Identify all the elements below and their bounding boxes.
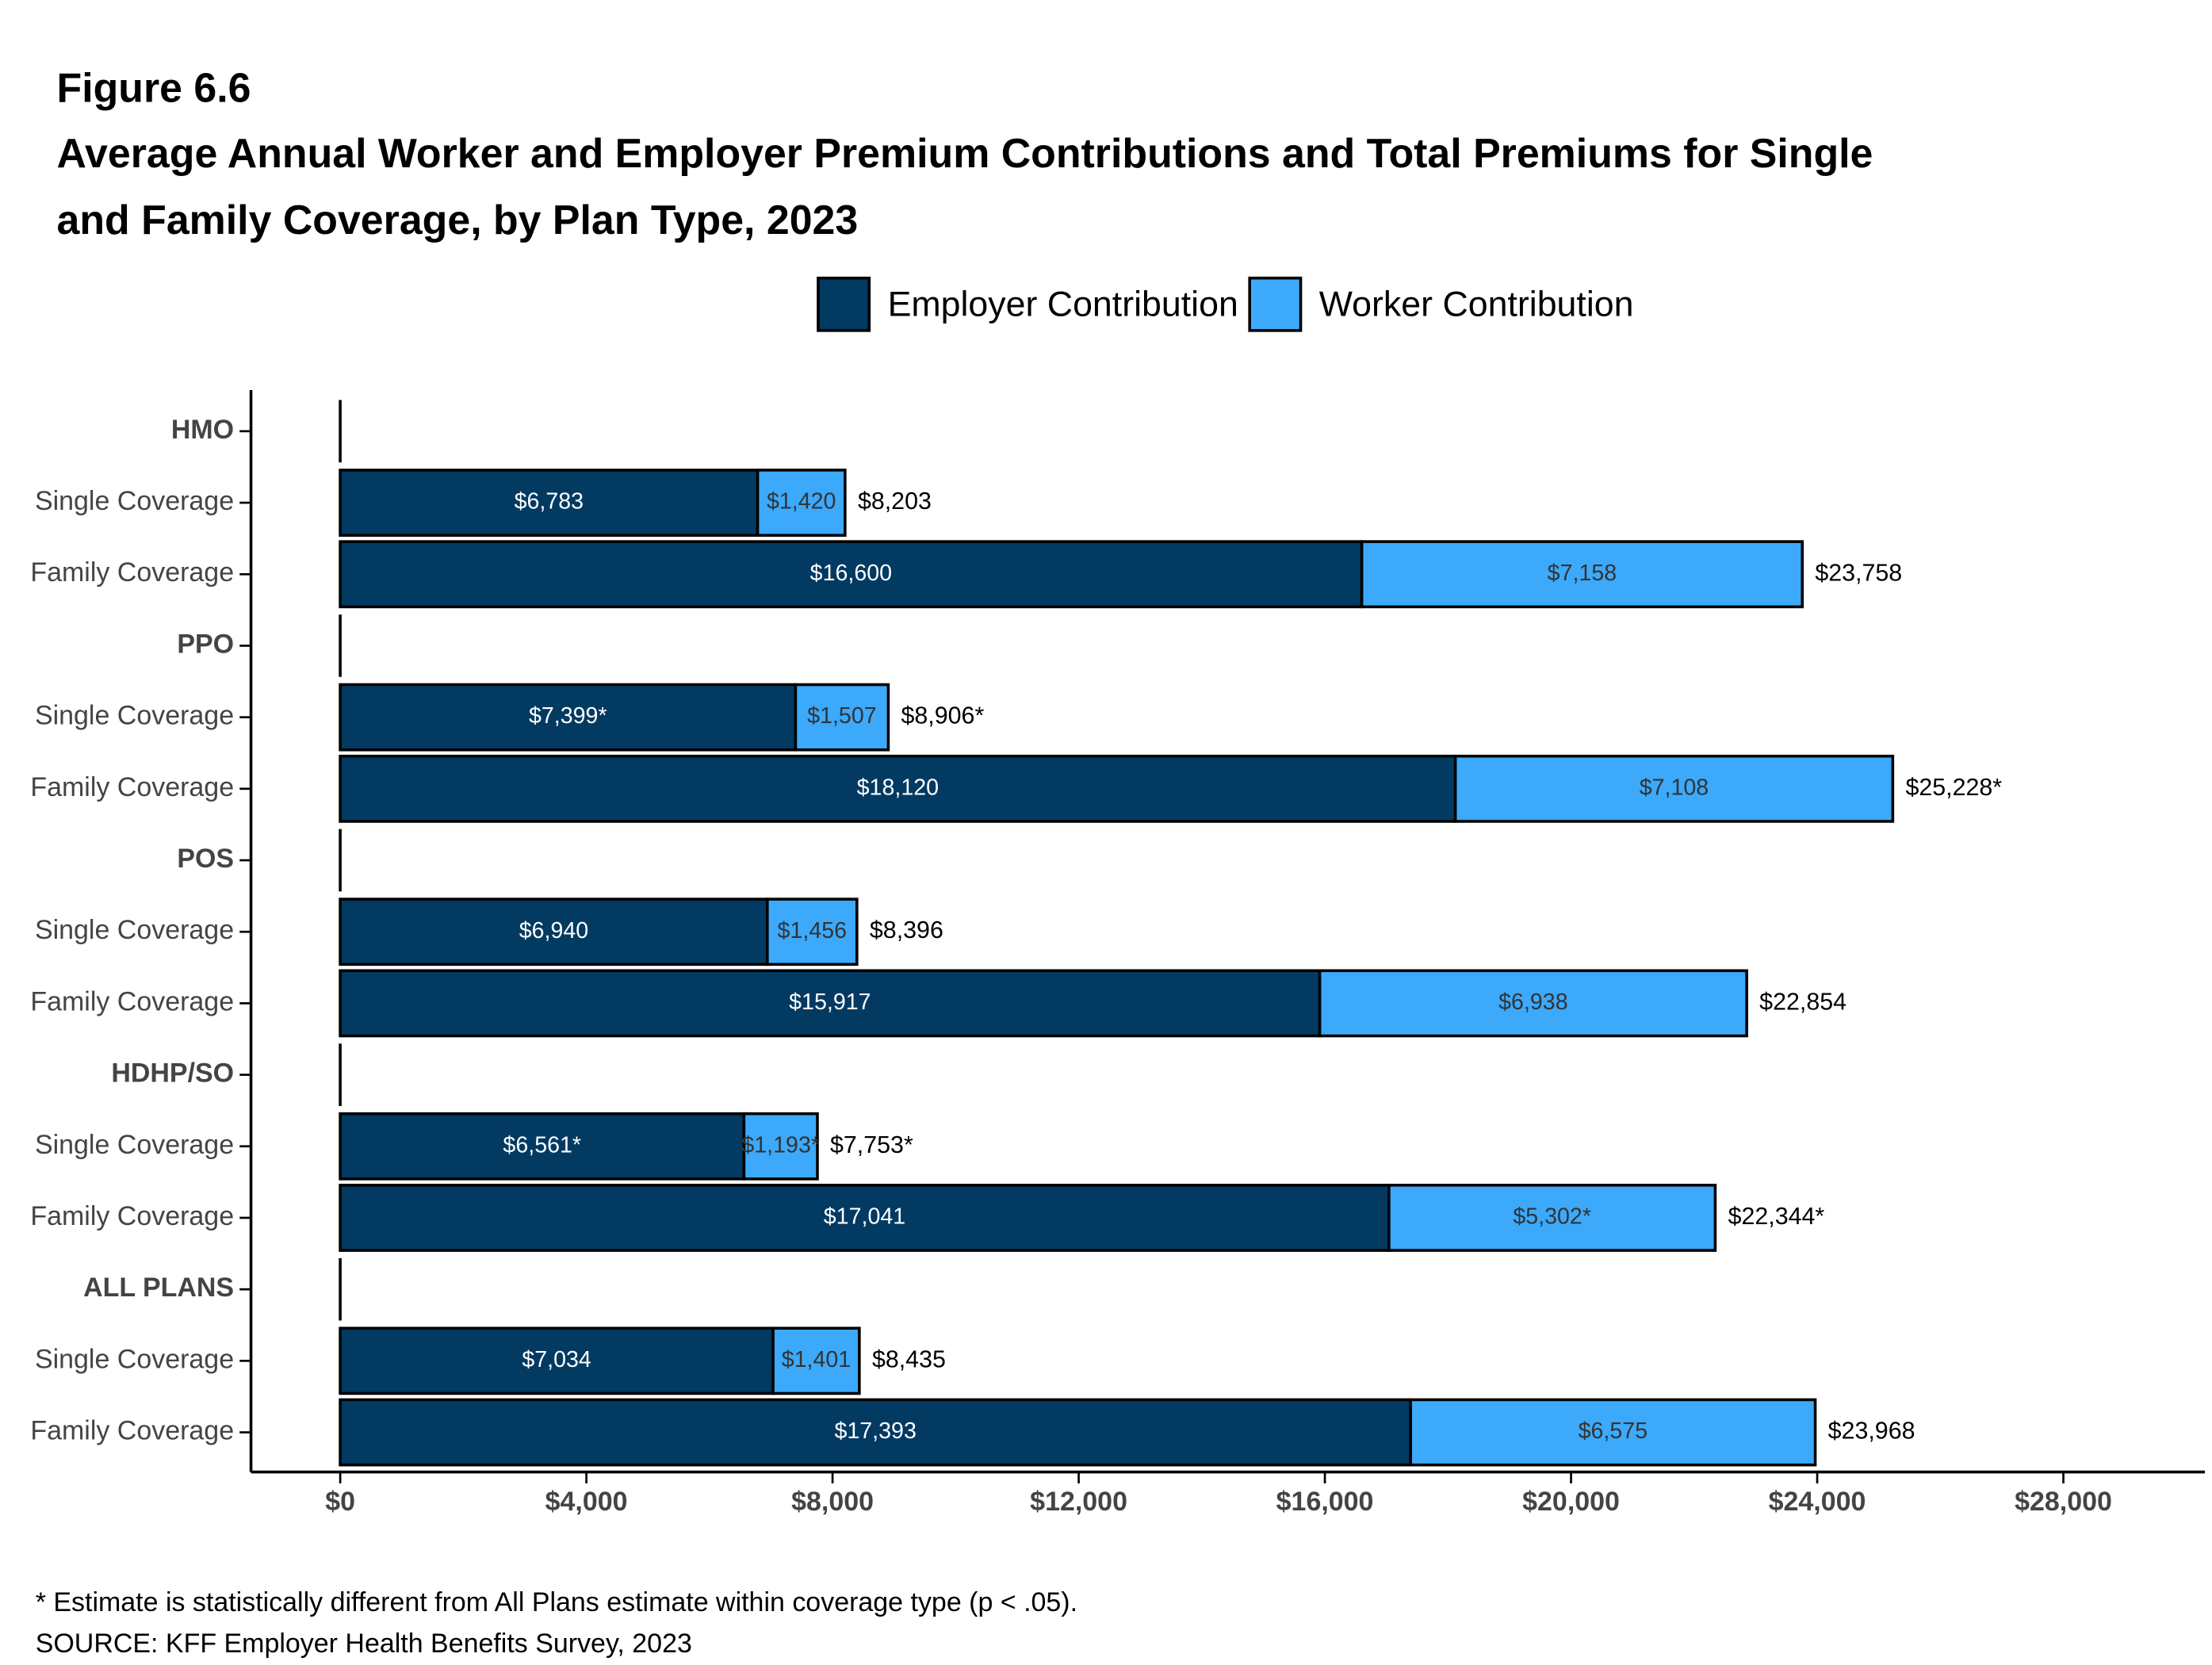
x-tick-label: $16,000 xyxy=(1276,1487,1374,1517)
y-tick-label: Family Coverage xyxy=(30,772,234,802)
legend-swatch xyxy=(817,276,871,332)
value-label: $15,917 xyxy=(789,989,871,1015)
bar-segment xyxy=(771,1326,861,1395)
value-label: $7,108 xyxy=(1640,775,1709,800)
value-label: $1,507 xyxy=(807,703,877,729)
y-tick-label: Family Coverage xyxy=(30,557,234,588)
title-line: Average Annual Worker and Employer Premi… xyxy=(57,130,1873,176)
value-label: $7,034 xyxy=(522,1347,591,1372)
value-label: $6,938 xyxy=(1498,989,1568,1015)
group-label: HDHP/SO xyxy=(111,1058,234,1089)
total-label: $22,344* xyxy=(1728,1203,1825,1230)
legend-label: Employer Contribution xyxy=(888,285,1238,323)
legend-label: Worker Contribution xyxy=(1319,285,1634,323)
figure-label: Figure 6.6 xyxy=(57,64,251,110)
bar-segment xyxy=(742,1112,819,1181)
value-label: $1,456 xyxy=(778,918,848,944)
group-label: HMO xyxy=(171,415,234,445)
value-label: $17,393 xyxy=(834,1418,916,1444)
x-tick-label: $4,000 xyxy=(545,1487,628,1517)
y-tick-label: Single Coverage xyxy=(35,486,234,516)
footnote: * Estimate is statistically different fr… xyxy=(36,1587,1077,1617)
bar-segment xyxy=(339,1112,746,1181)
value-label: $7,158 xyxy=(1548,561,1617,586)
y-tick-label: Family Coverage xyxy=(30,1416,234,1446)
value-label: $5,302* xyxy=(1513,1204,1591,1230)
y-tick-label: Single Coverage xyxy=(35,701,234,731)
total-label: $8,906* xyxy=(901,702,985,729)
value-label: $1,193* xyxy=(741,1132,820,1158)
chart-title: Average Annual Worker and Employer Premi… xyxy=(57,130,1873,243)
x-tick-label: $0 xyxy=(325,1487,355,1517)
group-label: ALL PLANS xyxy=(83,1273,234,1303)
value-label: $1,420 xyxy=(767,489,836,515)
x-tick-label: $20,000 xyxy=(1522,1487,1620,1517)
source: SOURCE: KFF Employer Health Benefits Sur… xyxy=(36,1629,692,1659)
total-label: $22,854 xyxy=(1759,988,1847,1015)
group-label: PPO xyxy=(177,629,234,659)
total-label: $25,228* xyxy=(1905,774,2002,801)
x-tick-label: $12,000 xyxy=(1030,1487,1127,1517)
bar-segment xyxy=(1360,540,1804,609)
bar-segment xyxy=(339,898,769,966)
value-label: $1,401 xyxy=(782,1347,852,1372)
y-tick-label: Single Coverage xyxy=(35,915,234,945)
bar-segment xyxy=(766,898,859,966)
bar-segment xyxy=(339,1184,1391,1252)
group-label: POS xyxy=(177,844,234,874)
value-label: $18,120 xyxy=(857,775,939,800)
title-line: and Family Coverage, by Plan Type, 2023 xyxy=(57,197,859,243)
bar-segment xyxy=(339,540,1364,609)
total-label: $23,758 xyxy=(1815,559,1902,586)
total-label: $8,435 xyxy=(872,1345,946,1372)
y-tick-label: Single Coverage xyxy=(35,1130,234,1160)
value-label: $7,399* xyxy=(529,703,607,729)
bar-segment xyxy=(339,1398,1412,1467)
y-tick-label: Family Coverage xyxy=(30,986,234,1016)
bar-segment xyxy=(1409,1398,1817,1467)
value-label: $16,600 xyxy=(810,561,892,586)
bar-segment xyxy=(756,469,847,537)
bar-segment xyxy=(339,1326,775,1395)
total-label: $8,396 xyxy=(870,917,943,944)
value-label: $6,561* xyxy=(503,1132,581,1158)
x-tick-label: $24,000 xyxy=(1769,1487,1866,1517)
bar-segment xyxy=(794,683,890,752)
x-tick-label: $8,000 xyxy=(791,1487,874,1517)
y-tick-label: Family Coverage xyxy=(30,1201,234,1231)
bar-segment xyxy=(1453,754,1895,823)
total-label: $23,968 xyxy=(1828,1418,1915,1445)
value-label: $17,041 xyxy=(824,1204,905,1230)
value-label: $6,783 xyxy=(515,489,584,515)
value-label: $6,940 xyxy=(519,918,589,944)
bar-segment xyxy=(1387,1184,1717,1252)
y-tick-label: Single Coverage xyxy=(35,1344,234,1374)
total-label: $7,753* xyxy=(830,1131,913,1158)
value-label: $6,575 xyxy=(1579,1418,1648,1444)
total-label: $8,203 xyxy=(858,488,932,515)
x-tick-label: $28,000 xyxy=(2015,1487,2112,1517)
legend-swatch xyxy=(1248,276,1303,332)
bar-segment xyxy=(1318,969,1748,1038)
